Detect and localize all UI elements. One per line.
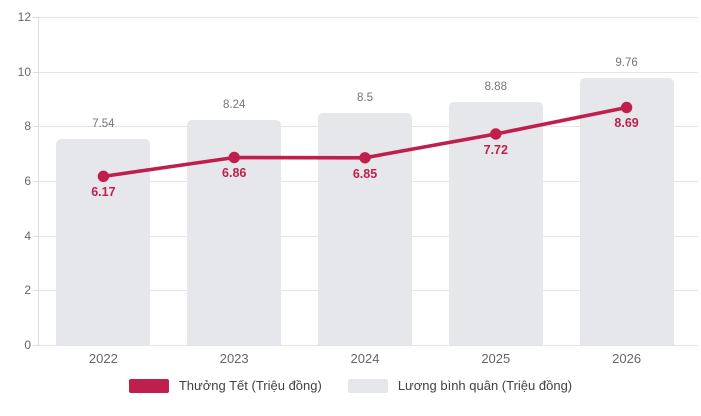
legend-item[interactable]: Thưởng Tết (Triệu đồng)	[128, 378, 322, 393]
y-axis-tick	[33, 17, 38, 18]
legend-swatch	[347, 378, 388, 393]
line-value-label: 6.17	[91, 185, 116, 200]
line-point-marker[interactable]	[359, 152, 371, 164]
x-axis-label: 2025	[481, 351, 511, 366]
legend-label: Thưởng Tết (Triệu đồng)	[178, 378, 322, 393]
bar-value-label: 8.24	[222, 98, 246, 111]
y-axis-label: 0	[24, 338, 31, 352]
gridline	[38, 71, 698, 73]
y-axis-label: 10	[17, 64, 31, 79]
y-axis-tick	[33, 181, 38, 182]
y-axis-tick	[33, 71, 38, 73]
y-axis-line	[38, 17, 39, 346]
legend: Thưởng Tết (Triệu đồng) Lương bình quân (…	[0, 378, 701, 393]
x-axis-label: 2022	[88, 351, 118, 366]
x-axis-label: 2023	[219, 351, 249, 366]
y-axis-label: 6	[24, 174, 31, 188]
legend-swatch	[128, 378, 169, 393]
bar-value-label: 8.88	[484, 81, 507, 94]
legend-label: Lương bình quân (Triệu đồng)	[397, 378, 573, 393]
line-value-label: 8.69	[614, 116, 639, 131]
y-axis-label: 12	[17, 10, 31, 24]
y-axis-tick	[33, 290, 38, 292]
x-axis-label: 2026	[612, 351, 642, 366]
bar-value-label: 7.54	[92, 117, 115, 130]
line-value-label: 6.86	[222, 166, 247, 181]
y-axis-label: 2	[24, 283, 31, 298]
x-axis-label: 2024	[350, 351, 380, 366]
gridline	[38, 17, 698, 18]
line-point-marker[interactable]	[97, 170, 110, 183]
y-axis-label: 8	[24, 119, 31, 134]
bar[interactable]	[448, 102, 543, 345]
y-axis-tick	[33, 345, 38, 346]
y-axis-label: 4	[24, 228, 31, 243]
bar-value-label: 8.5	[357, 91, 373, 104]
bar[interactable]	[579, 78, 674, 345]
legend-item[interactable]: Lương bình quân (Triệu đồng)	[347, 378, 573, 393]
line-value-label: 7.72	[483, 142, 508, 157]
y-axis-tick	[33, 126, 38, 128]
line-value-label: 6.85	[352, 166, 378, 181]
y-axis-tick	[33, 235, 38, 237]
line-point-marker[interactable]	[490, 128, 502, 140]
line-point-marker[interactable]	[228, 151, 240, 164]
gridline	[38, 345, 698, 346]
bar-value-label: 9.76	[615, 57, 638, 70]
line-point-marker[interactable]	[620, 101, 633, 114]
